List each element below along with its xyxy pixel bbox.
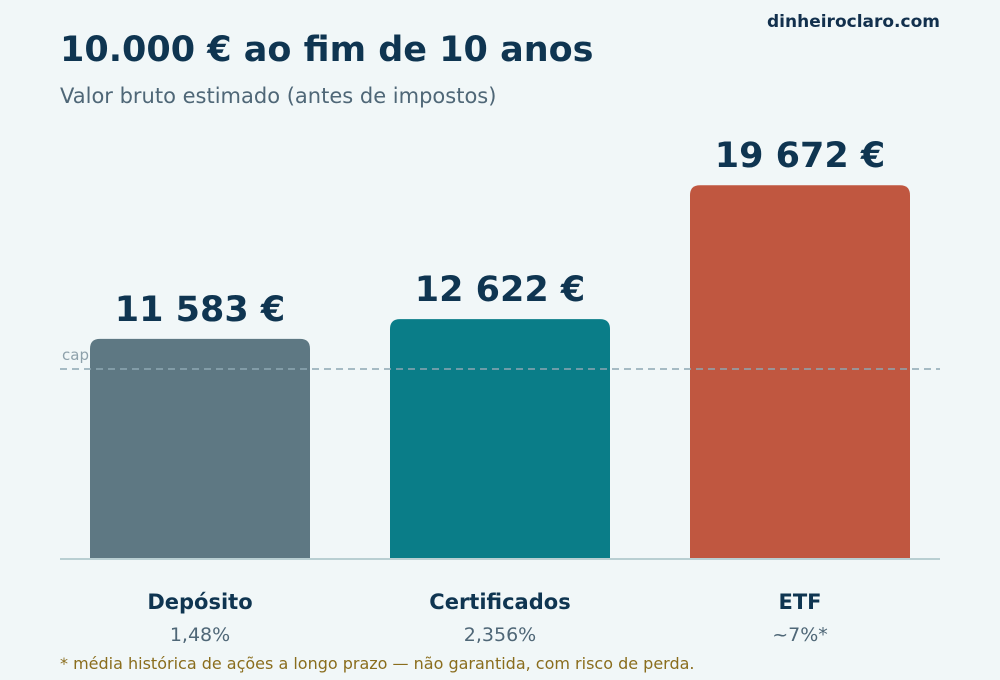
bar-0 <box>90 338 310 559</box>
rate-label-1: 2,356% <box>464 624 536 646</box>
value-label-1: 12 622 € <box>415 270 586 310</box>
rate-label-0: 1,48% <box>170 624 230 646</box>
bar-1 <box>390 319 610 559</box>
footnote: * média histórica de ações a longo prazo… <box>60 654 695 673</box>
category-label-2: ETF <box>778 590 821 614</box>
category-label-0: Depósito <box>147 590 252 614</box>
value-label-2: 19 672 € <box>715 136 886 176</box>
reference-line-label: cap <box>62 346 89 364</box>
rate-label-2: ~7%* <box>772 624 828 646</box>
value-label-0: 11 583 € <box>115 290 286 330</box>
chart-title: 10.000 € ao fim de 10 anos <box>60 30 594 70</box>
chart-subtitle: Valor bruto estimado (antes de impostos) <box>60 84 497 108</box>
category-label-1: Certificados <box>429 590 570 614</box>
brand-name: dinheiroclaro.com <box>767 12 940 32</box>
bar-2 <box>690 185 910 559</box>
